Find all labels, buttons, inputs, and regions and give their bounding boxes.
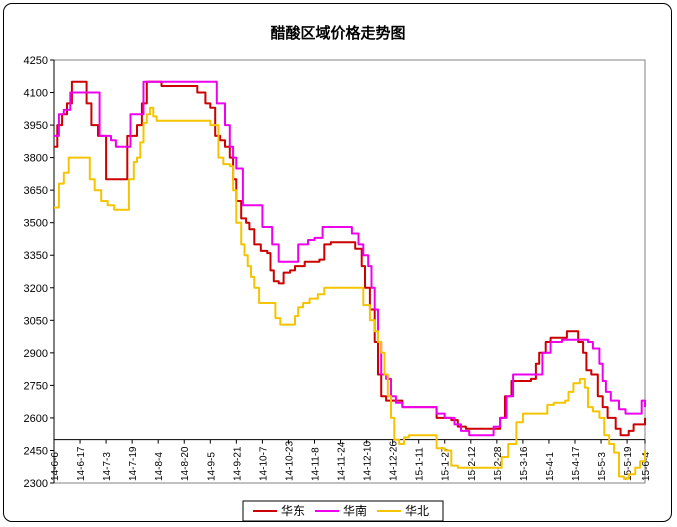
x-tick-label: 14-9-21 [232, 446, 243, 481]
series-line-华东 [54, 80, 646, 437]
x-tick-label: 14-11-8 [310, 447, 321, 481]
legend-label: 华南 [343, 503, 367, 518]
x-tick-label: 15-5-3 [597, 452, 608, 481]
x-tick-label: 14-9-5 [206, 452, 217, 481]
y-axis: 2300 2450 2600 2750 2900 3050 3200 3350 3500 3650… [24, 55, 54, 490]
x-tick-label: 15-1-11 [415, 447, 426, 481]
x-axis: 14-6-6 14-6-17 14-7-3 14-7-19 14-8-4 14-8-20 1… [50, 439, 652, 481]
x-tick-label: 15-1-27 [441, 446, 452, 481]
y-tick-label: 3950 [24, 120, 48, 132]
legend: 华东 华南 华北 [242, 500, 444, 522]
x-tick-label: 14-10-23 [284, 441, 295, 481]
chart-title: 醋酸区域价格走势图 [270, 24, 405, 42]
x-tick-label: 14-12-26 [389, 441, 400, 481]
x-tick-label: 14-6-17 [76, 446, 87, 481]
x-tick-label: 14-7-19 [128, 446, 139, 481]
x-tick-label: 15-3-16 [519, 446, 530, 481]
x-tick-label: 14-10-7 [258, 446, 269, 481]
x-tick-label: 15-6-4 [641, 452, 652, 481]
x-tick-label: 15-4-1 [545, 452, 556, 481]
y-tick-label: 3050 [24, 315, 48, 327]
x-tick-label: 15-5-19 [623, 446, 634, 481]
y-tick-label: 2900 [24, 348, 48, 360]
series-line-华南 [54, 80, 646, 437]
legend-box [242, 500, 444, 522]
x-tick-label: 14-12-10 [363, 441, 374, 481]
y-tick-label: 4100 [24, 88, 48, 100]
x-tick-label: 14-11-24 [337, 441, 348, 481]
y-tick-label: 2750 [24, 380, 48, 392]
y-tick-label: 3500 [24, 218, 48, 230]
legend-label: 华北 [405, 504, 429, 518]
x-tick-label: 14-8-20 [180, 446, 191, 481]
y-tick-label: 3350 [24, 250, 48, 262]
x-tick-label: 15-2-12 [467, 446, 478, 481]
y-tick-label: 4250 [24, 55, 48, 67]
y-tick-label: 2450 [24, 445, 48, 457]
y-tick-label: 3650 [24, 185, 48, 197]
legend-label: 华东 [281, 504, 305, 518]
series-line-华北 [54, 106, 646, 480]
y-tick-label: 2300 [24, 478, 48, 490]
x-tick-label: 14-7-3 [102, 452, 113, 481]
y-tick-label: 2600 [24, 413, 48, 425]
y-tick-label: 3200 [24, 283, 48, 295]
y-tick-label: 3800 [24, 153, 48, 165]
series-lines [54, 80, 646, 480]
x-tick-label: 14-6-6 [50, 452, 61, 481]
x-tick-label: 15-2-28 [493, 446, 504, 481]
x-tick-label: 14-8-4 [154, 452, 165, 481]
x-tick-label: 15-4-17 [571, 446, 582, 481]
